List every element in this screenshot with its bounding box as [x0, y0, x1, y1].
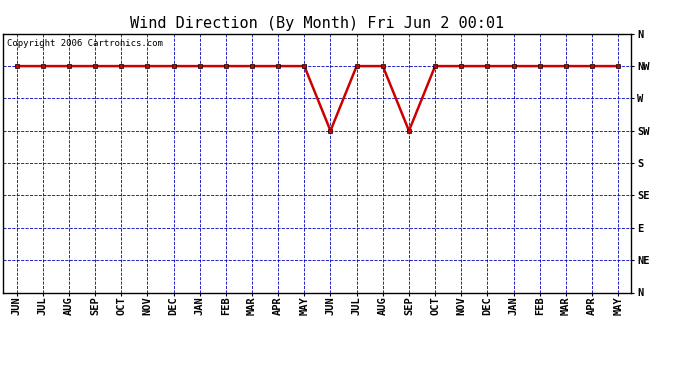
Text: Copyright 2006 Cartronics.com: Copyright 2006 Cartronics.com: [7, 39, 162, 48]
Title: Wind Direction (By Month) Fri Jun 2 00:01: Wind Direction (By Month) Fri Jun 2 00:0…: [130, 16, 504, 31]
